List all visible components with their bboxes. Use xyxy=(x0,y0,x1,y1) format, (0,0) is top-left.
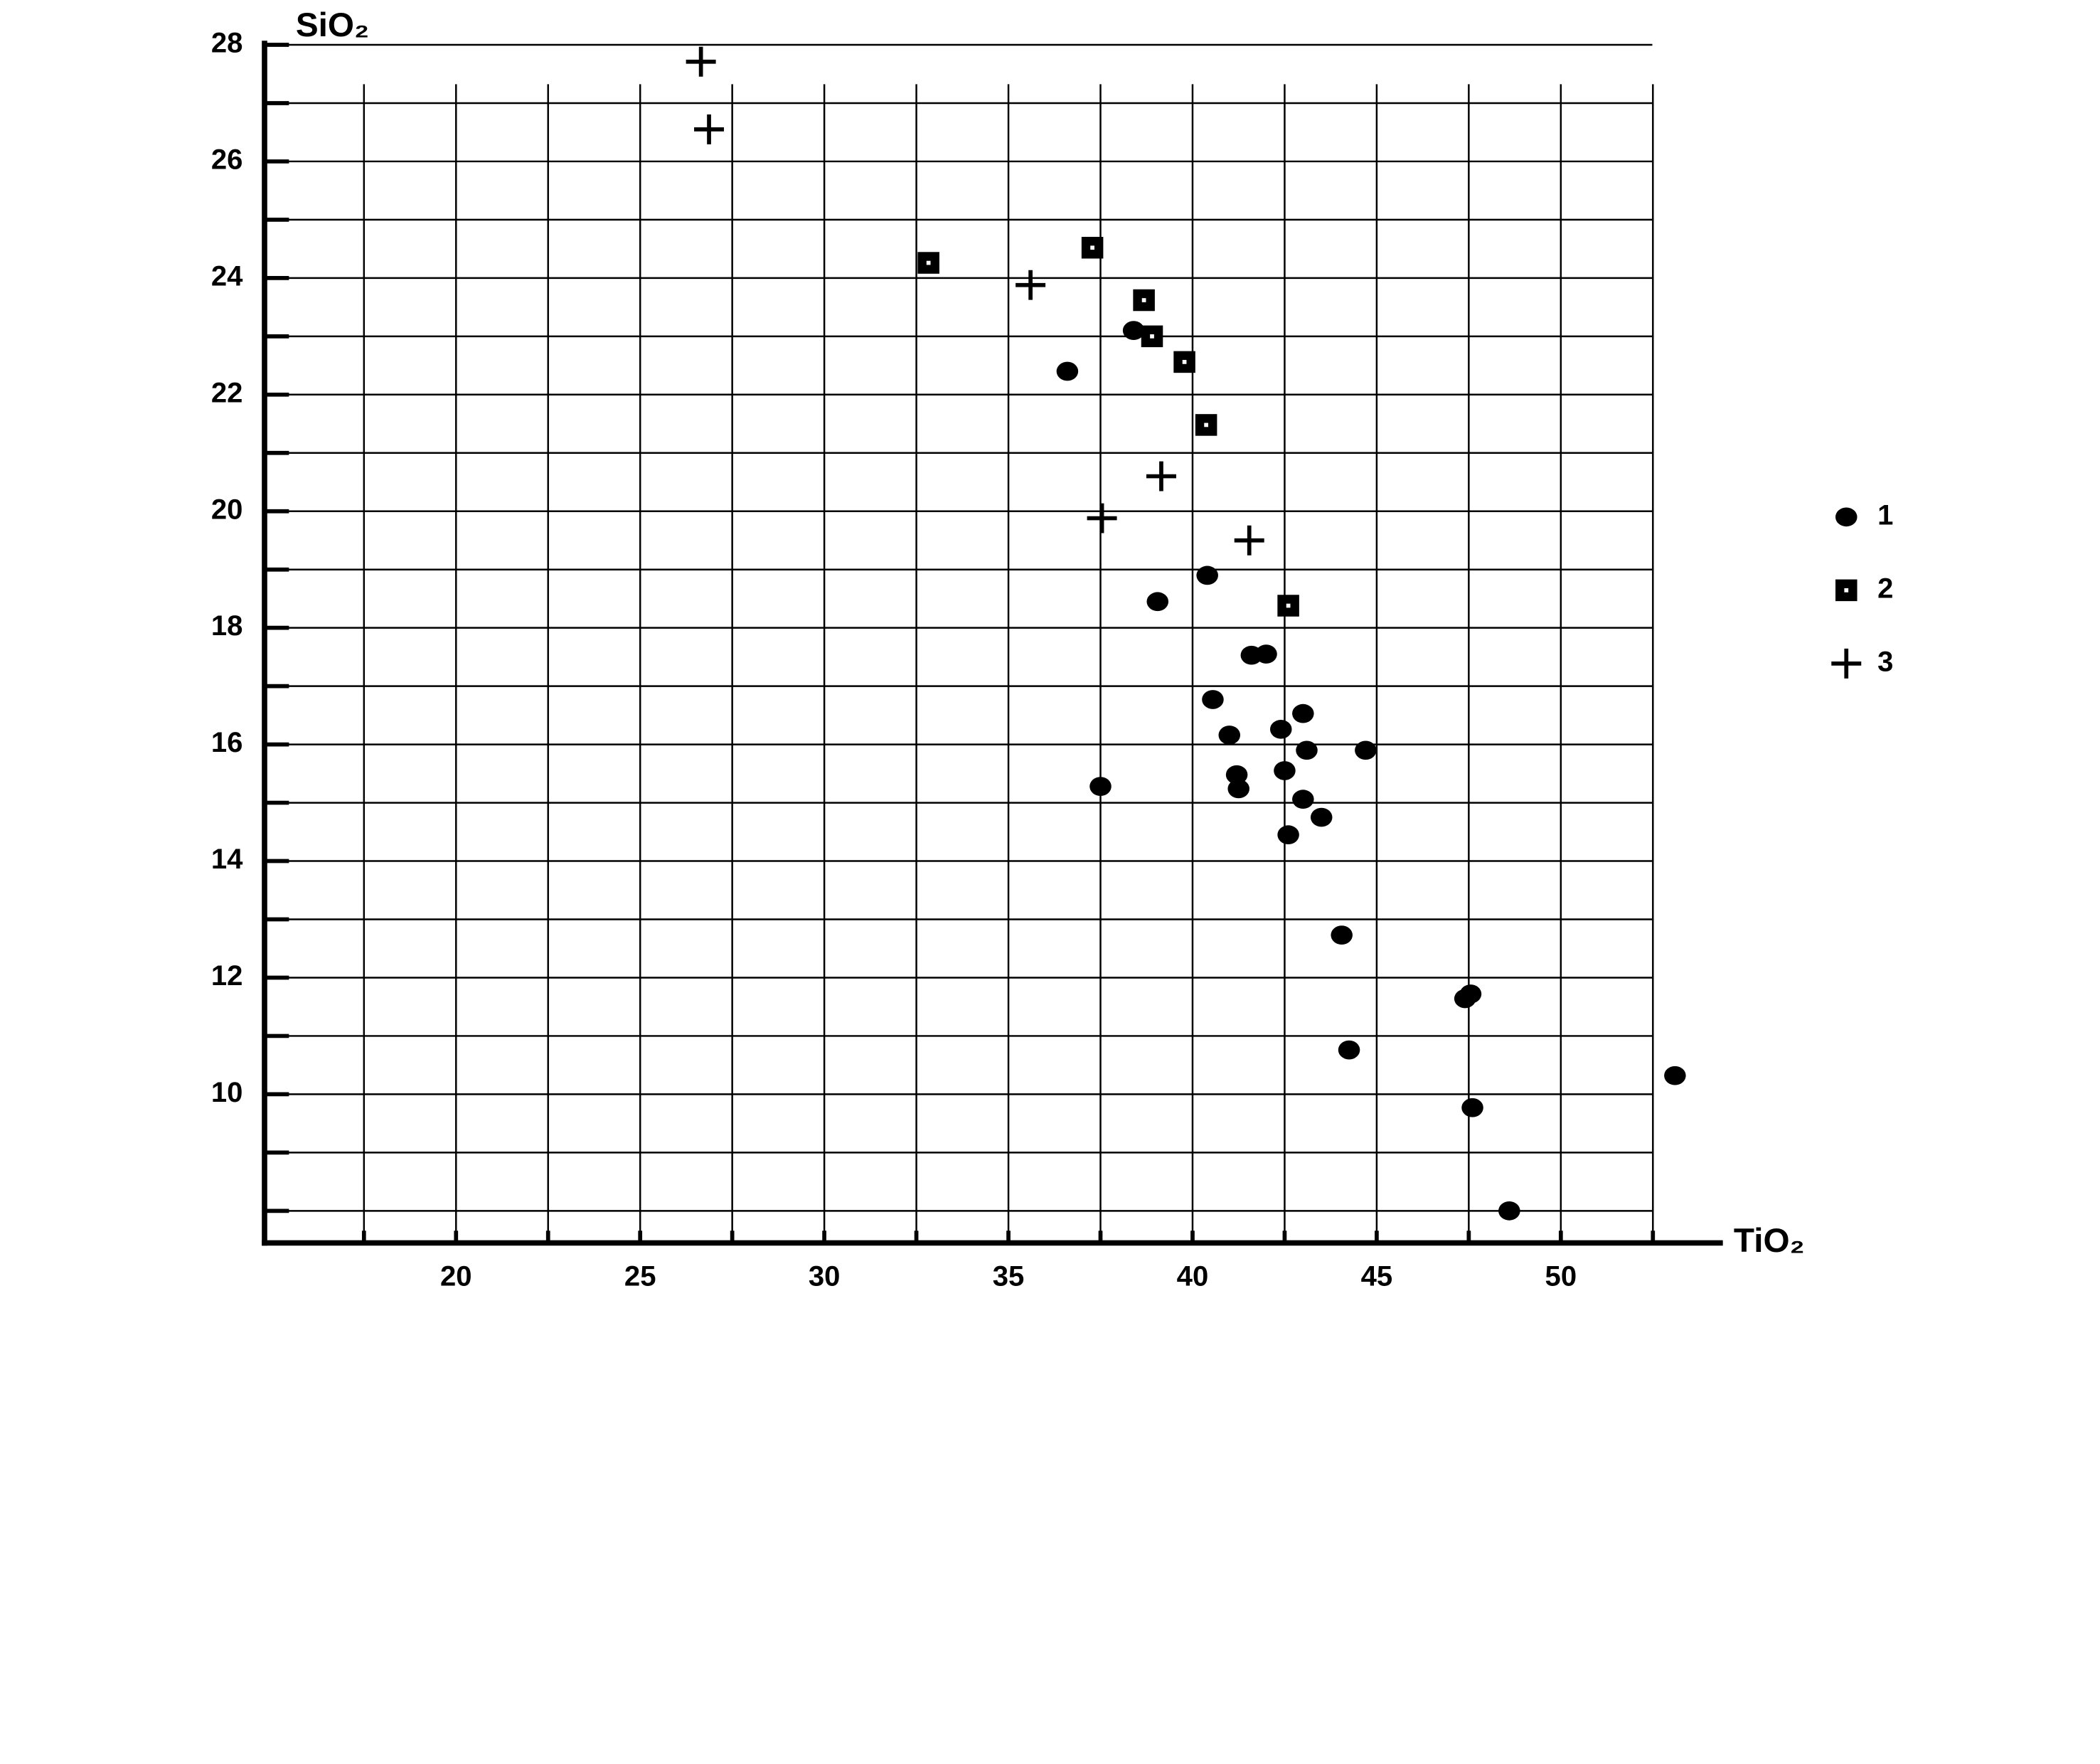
point xyxy=(1269,719,1292,739)
point xyxy=(1087,503,1117,533)
x-tick-label: 45 xyxy=(1361,1261,1393,1292)
x-axis-label: TiO₂ xyxy=(1734,1222,1805,1260)
point xyxy=(1141,325,1163,348)
point xyxy=(1292,790,1314,809)
point xyxy=(1234,525,1264,556)
point xyxy=(1498,1201,1520,1221)
point xyxy=(1218,726,1241,745)
point xyxy=(1196,565,1218,585)
y-tick-label: 12 xyxy=(211,960,243,992)
legend-label: 2 xyxy=(1877,573,1893,604)
point xyxy=(1331,925,1353,945)
legend-marker xyxy=(1831,648,1862,679)
point xyxy=(1056,361,1079,381)
point xyxy=(1292,703,1314,723)
point xyxy=(1277,825,1299,845)
legend-label: 1 xyxy=(1877,499,1893,531)
y-tick-label: 16 xyxy=(211,727,243,758)
point xyxy=(1274,761,1296,780)
y-axis-label: SiO₂ xyxy=(296,6,369,44)
point xyxy=(1016,270,1046,300)
y-tick-label: 20 xyxy=(211,494,243,525)
x-tick-label: 25 xyxy=(624,1261,656,1292)
point xyxy=(1089,777,1112,796)
point xyxy=(1296,740,1318,760)
y-tick-label: 14 xyxy=(211,844,243,875)
point xyxy=(694,114,725,144)
x-tick-label: 40 xyxy=(1177,1261,1209,1292)
point xyxy=(1225,765,1248,785)
point xyxy=(1146,461,1176,492)
y-tick-label: 26 xyxy=(211,144,243,176)
legend-label: 3 xyxy=(1877,646,1893,677)
point xyxy=(1122,321,1145,340)
point xyxy=(917,252,939,274)
x-tick-label: 20 xyxy=(440,1261,472,1292)
x-tick-label: 30 xyxy=(809,1261,841,1292)
point xyxy=(1355,740,1377,760)
legend-marker xyxy=(1835,579,1858,602)
x-tick-label: 50 xyxy=(1545,1261,1577,1292)
point xyxy=(1338,1040,1360,1060)
point xyxy=(1195,414,1217,436)
point xyxy=(1664,1066,1686,1085)
y-tick-label: 10 xyxy=(211,1077,243,1108)
point xyxy=(1081,236,1104,259)
point xyxy=(686,46,716,77)
point xyxy=(1277,595,1299,617)
point xyxy=(1461,1098,1483,1117)
point xyxy=(1227,779,1249,799)
point xyxy=(1202,690,1224,709)
x-tick-label: 35 xyxy=(993,1261,1025,1292)
y-tick-label: 28 xyxy=(211,28,243,59)
point xyxy=(1310,807,1333,827)
point xyxy=(1173,351,1195,373)
y-tick-label: 22 xyxy=(211,377,243,408)
point xyxy=(1255,644,1277,664)
legend-marker xyxy=(1835,507,1858,527)
y-tick-label: 24 xyxy=(211,260,243,292)
point xyxy=(1146,592,1169,612)
point xyxy=(1459,984,1482,1004)
point xyxy=(1133,289,1155,312)
y-tick-label: 18 xyxy=(211,610,243,642)
